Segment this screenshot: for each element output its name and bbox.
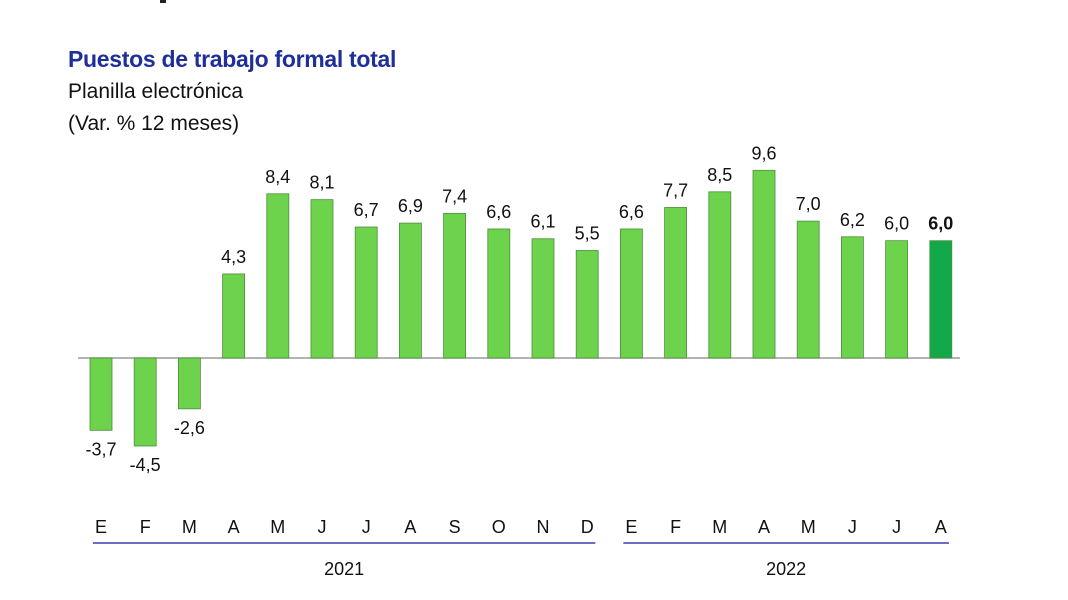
top-edge-mark — [160, 0, 166, 3]
data-label: 9,6 — [751, 143, 776, 163]
x-tick-label: A — [404, 517, 416, 537]
year-label: 2022 — [766, 559, 806, 579]
chart-title: Puestos de trabajo formal total — [68, 46, 397, 72]
x-tick-label: F — [670, 517, 681, 537]
data-label: -3,7 — [85, 439, 116, 459]
bar — [531, 238, 555, 359]
data-label: 6,0 — [928, 214, 953, 234]
x-tick-label: A — [935, 517, 947, 537]
data-label: 6,6 — [619, 202, 644, 222]
data-label: 8,1 — [309, 173, 334, 193]
data-label: 8,5 — [707, 165, 732, 185]
chart-subtitle: Planilla electrónica — [68, 80, 244, 103]
data-label: 7,4 — [442, 186, 467, 206]
bar — [266, 193, 290, 359]
x-tick-label: A — [758, 517, 770, 537]
x-tick-label: M — [270, 517, 285, 537]
data-label: 6,0 — [884, 214, 909, 234]
bar — [664, 207, 687, 359]
data-label: 6,6 — [486, 202, 511, 222]
x-tick-label: D — [581, 517, 594, 537]
x-tick-label: J — [848, 517, 857, 537]
bar — [929, 240, 953, 359]
x-tick-label: E — [95, 517, 107, 537]
bar — [133, 357, 157, 447]
data-label: 4,3 — [221, 247, 246, 267]
x-tick-label: A — [228, 517, 240, 537]
x-tick-label: M — [801, 517, 816, 537]
bar — [310, 199, 334, 359]
x-tick-label: F — [140, 517, 151, 537]
bar — [841, 236, 864, 359]
year-label: 2021 — [324, 559, 364, 579]
x-tick-label: E — [625, 517, 637, 537]
data-label: 7,7 — [663, 180, 688, 200]
data-label: 6,7 — [354, 200, 379, 220]
x-tick-label: J — [318, 517, 327, 537]
x-tick-label: M — [182, 517, 197, 537]
x-tick-label: S — [449, 517, 461, 537]
bar — [222, 273, 246, 359]
x-tick-label: J — [362, 517, 371, 537]
data-label: 8,4 — [265, 167, 290, 187]
bar — [575, 250, 599, 359]
bar — [708, 191, 732, 359]
bar — [89, 357, 113, 431]
data-label: 6,2 — [840, 210, 865, 230]
x-tick-label: J — [892, 517, 901, 537]
bar — [487, 228, 511, 359]
chart-unit-label: (Var. % 12 meses) — [68, 112, 240, 135]
bar — [885, 240, 908, 359]
x-tick-label: O — [492, 517, 506, 537]
data-label: 6,1 — [530, 212, 555, 232]
data-label: -4,5 — [130, 455, 161, 475]
bar — [443, 212, 467, 359]
bar — [620, 228, 643, 359]
data-label: -2,6 — [174, 418, 205, 438]
x-tick-label: N — [537, 517, 550, 537]
bar — [752, 169, 776, 359]
x-tick-label: M — [712, 517, 727, 537]
data-label: 6,9 — [398, 196, 423, 216]
bar — [398, 222, 422, 359]
bar — [796, 220, 820, 359]
bar — [177, 357, 201, 410]
data-label: 7,0 — [796, 194, 821, 214]
bar — [354, 226, 378, 359]
data-label: 5,5 — [575, 223, 600, 243]
